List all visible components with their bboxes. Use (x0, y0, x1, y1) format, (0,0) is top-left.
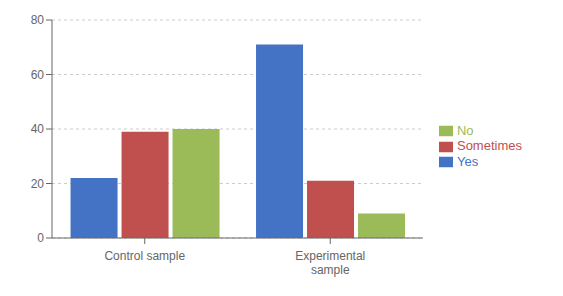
svg-text:40: 40 (31, 122, 45, 136)
svg-text:20: 20 (31, 177, 45, 191)
html-text:Sometimes: Sometimes (457, 138, 522, 154)
html-text:Yes: Yes (457, 153, 479, 169)
svg-text:Experimentalsample: Experimentalsample (295, 249, 365, 277)
svg-text:0: 0 (37, 231, 44, 245)
svg-text:80: 80 (31, 13, 45, 27)
svg-text:60: 60 (31, 68, 45, 82)
svg-text:Control sample: Control sample (104, 249, 185, 263)
html-text:No: No (457, 122, 474, 138)
